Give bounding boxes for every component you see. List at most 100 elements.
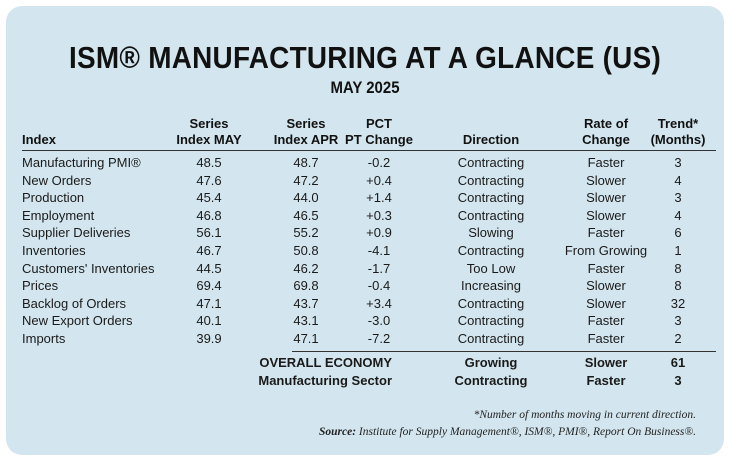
table-row: New Export Orders 40.1 43.1 -3.0 Contracting… — [6, 312, 724, 330]
row-rate-of-change: Slower — [586, 278, 626, 294]
row-value-may: 46.8 — [196, 207, 222, 223]
header-series-may: Series Index MAY — [176, 116, 242, 147]
header-pct-change: PCT PT Change — [345, 116, 413, 147]
table-row: Imports 39.9 47.1 -7.2 Contracting Faster 2 — [6, 330, 724, 348]
row-pct-change: +1.4 — [366, 190, 392, 206]
row-index-label: New Orders — [22, 172, 92, 188]
header-series-apr: Series Index APR — [273, 116, 339, 147]
row-index-label: Supplier Deliveries — [22, 225, 131, 241]
table-row: Customers' Inventories 44.5 46.2 -1.7 Too Lo… — [6, 260, 724, 278]
row-pct-change: -0.4 — [367, 278, 391, 294]
row-trend-months: 32 — [670, 295, 686, 311]
summary-divider — [292, 351, 716, 352]
row-index-label: Prices — [22, 278, 59, 294]
row-pct-change: +0.3 — [366, 207, 392, 223]
row-value-may: 39.9 — [196, 331, 222, 346]
row-pct-change: -0.2 — [367, 155, 391, 170]
row-rate-of-change: Slower — [586, 172, 626, 188]
row-rate-of-change: From Growing — [564, 243, 648, 258]
summary-trend-months: 61 — [670, 355, 686, 370]
row-trend-months: 3 — [674, 313, 682, 329]
row-pct-change: -7.2 — [367, 331, 391, 346]
row-value-may: 45.4 — [196, 190, 222, 206]
row-trend-months: 1 — [674, 243, 682, 258]
row-value-apr: 43.7 — [293, 295, 319, 311]
report-subtitle: MAY 2025 — [330, 78, 400, 97]
row-value-apr: 47.1 — [293, 331, 319, 346]
row-value-may: 69.4 — [196, 278, 222, 294]
header-divider — [22, 150, 716, 151]
summary-direction: Growing — [464, 355, 518, 370]
row-pct-change: +0.9 — [366, 225, 392, 241]
row-value-apr: 48.7 — [293, 155, 319, 170]
row-pct-change: -4.1 — [367, 243, 391, 258]
row-value-apr: 50.8 — [293, 243, 319, 258]
row-index-label: Imports — [22, 331, 66, 346]
row-value-may: 40.1 — [196, 313, 222, 329]
source-note: Source: Institute for Supply Management®… — [318, 426, 696, 438]
row-value-may: 47.1 — [196, 295, 222, 311]
header-rate-of-change: Rate of Change — [582, 116, 630, 147]
header-trend: Trend* (Months) — [650, 116, 706, 147]
summary-direction: Contracting — [454, 373, 528, 388]
row-trend-months: 4 — [674, 207, 682, 223]
row-direction: Too Low — [466, 260, 516, 276]
row-direction: Increasing — [461, 278, 521, 294]
row-direction: Contracting — [457, 313, 525, 329]
row-value-apr: 47.2 — [293, 172, 319, 188]
row-index-label: Inventories — [22, 243, 86, 258]
table-row: Production 45.4 44.0 +1.4 Contracting Slower 3 — [6, 189, 724, 207]
table-row: Supplier Deliveries 56.1 55.2 +0.9 Slowing Fa… — [6, 224, 724, 242]
row-trend-months: 4 — [674, 172, 682, 188]
row-direction: Contracting — [457, 207, 525, 223]
row-direction: Contracting — [457, 295, 525, 311]
summary-rate-of-change: Faster — [586, 373, 626, 388]
table-row: Manufacturing PMI® 48.5 48.7 -0.2 Contractin… — [6, 154, 724, 172]
row-value-may: 56.1 — [196, 225, 222, 241]
row-value-may: 44.5 — [196, 260, 222, 276]
glance-card: ISM® MANUFACTURING AT A GLANCE (US) MAY … — [6, 6, 724, 455]
summary-row: Manufacturing Sector Contracting Faster 3 — [6, 372, 724, 390]
row-rate-of-change: Slower — [586, 295, 626, 311]
row-index-label: Customers' Inventories — [22, 260, 155, 276]
row-trend-months: 2 — [674, 331, 682, 346]
row-value-may: 48.5 — [196, 155, 222, 170]
row-pct-change: -1.7 — [367, 260, 391, 276]
row-index-label: Backlog of Orders — [22, 295, 127, 311]
row-rate-of-change: Faster — [587, 331, 625, 346]
row-direction: Contracting — [457, 172, 525, 188]
footnote: *Number of months moving in current dire… — [473, 409, 696, 421]
row-direction: Slowing — [468, 225, 514, 241]
row-pct-change: -3.0 — [367, 313, 391, 329]
summary-label: OVERALL ECONOMY — [259, 355, 392, 370]
row-value-may: 47.6 — [196, 172, 222, 188]
row-rate-of-change: Faster — [587, 155, 625, 170]
table-row: Backlog of Orders 47.1 43.7 +3.4 Contracting… — [6, 295, 724, 313]
summary-row: OVERALL ECONOMY Growing Slower 61 — [6, 354, 724, 372]
table-row: Inventories 46.7 50.8 -4.1 Contracting From G… — [6, 242, 724, 260]
row-index-label: Employment — [22, 207, 95, 223]
row-value-apr: 55.2 — [293, 225, 319, 241]
row-direction: Contracting — [457, 243, 525, 258]
row-value-may: 46.7 — [196, 243, 222, 258]
row-rate-of-change: Slower — [586, 190, 626, 206]
row-pct-change: +3.4 — [366, 295, 392, 311]
row-direction: Contracting — [457, 190, 525, 206]
row-rate-of-change: Faster — [587, 313, 625, 329]
row-rate-of-change: Faster — [587, 225, 625, 241]
summary-trend-months: 3 — [674, 373, 682, 388]
row-trend-months: 3 — [674, 155, 682, 170]
table-row: New Orders 47.6 47.2 +0.4 Contracting Slower 4 — [6, 172, 724, 190]
row-trend-months: 6 — [674, 225, 682, 241]
row-rate-of-change: Slower — [586, 207, 626, 223]
row-value-apr: 46.2 — [293, 260, 319, 276]
row-value-apr: 69.8 — [293, 278, 319, 294]
row-index-label: New Export Orders — [22, 313, 133, 329]
summary-rate-of-change: Slower — [584, 355, 628, 370]
row-trend-months: 3 — [674, 190, 682, 206]
row-index-label: Production — [22, 190, 85, 206]
row-value-apr: 46.5 — [293, 207, 319, 223]
row-value-apr: 43.1 — [293, 313, 319, 329]
row-direction: Contracting — [457, 331, 525, 346]
report-title: ISM® MANUFACTURING AT A GLANCE (US) — [68, 40, 662, 75]
